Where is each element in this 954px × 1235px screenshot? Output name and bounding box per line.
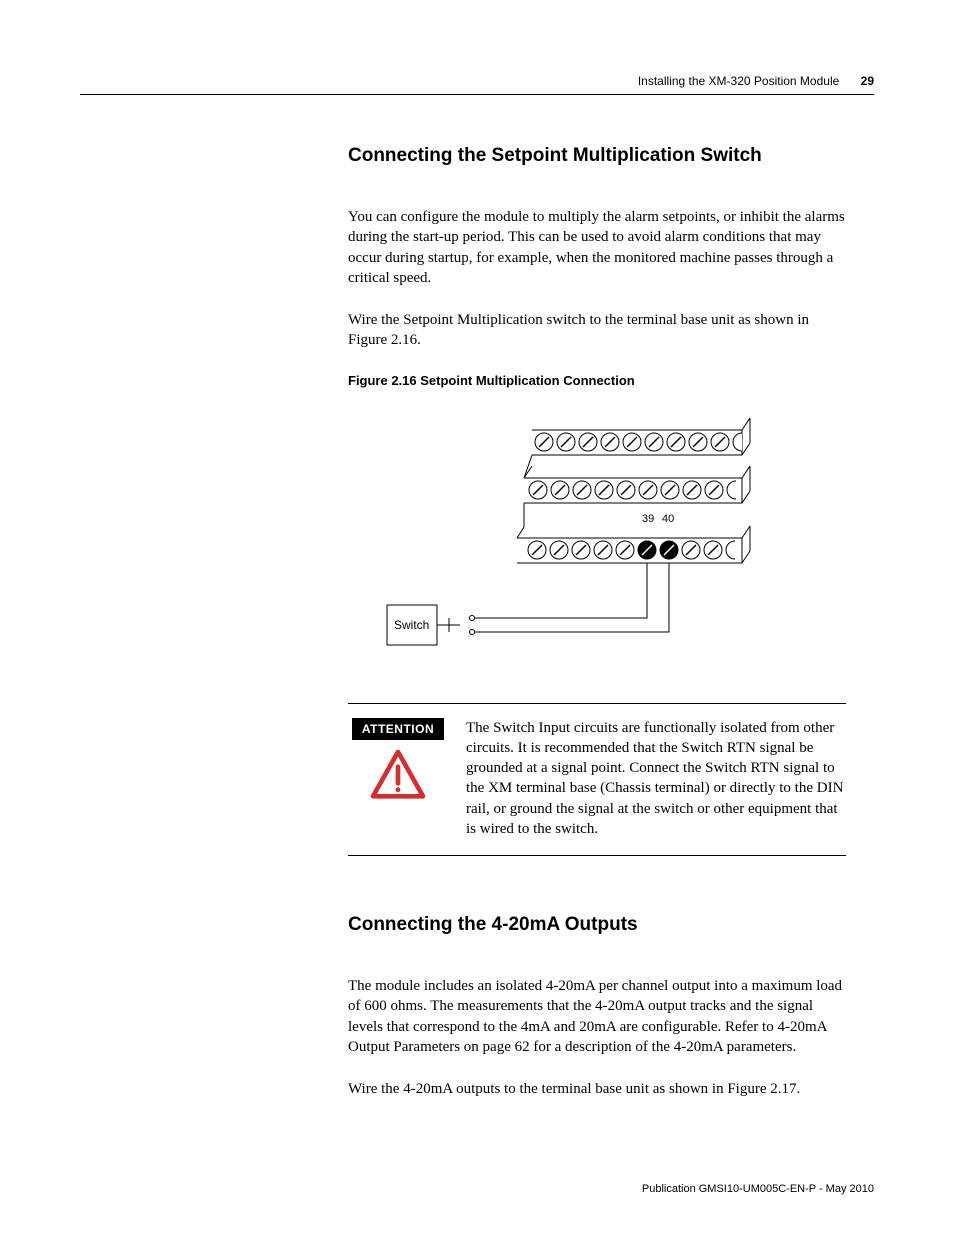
terminal-diagram: 39 40 Switch	[342, 400, 782, 660]
section1-para2: Wire the Setpoint Multiplication switch …	[348, 310, 846, 351]
warning-triangle-icon	[370, 750, 426, 800]
attention-text: The Switch Input circuits are functional…	[466, 718, 846, 840]
page-number: 29	[861, 74, 874, 88]
section2-para1: The module includes an isolated 4-20mA p…	[348, 976, 846, 1057]
terminal-label-39: 39	[642, 513, 654, 525]
footer: Publication GMSI10-UM005C-EN-P - May 201…	[642, 1183, 874, 1195]
figure-caption: Figure 2.16 Setpoint Multiplication Conn…	[348, 373, 846, 388]
terminal-row-3	[528, 541, 735, 559]
terminal-row-2	[529, 481, 736, 499]
section2-para2: Wire the 4-20mA outputs to the terminal …	[348, 1079, 846, 1099]
attention-badge: ATTENTION	[352, 718, 444, 740]
content-area: Connecting the Setpoint Multiplication S…	[348, 145, 846, 1099]
section1-heading: Connecting the Setpoint Multiplication S…	[348, 145, 846, 167]
attention-left: ATTENTION	[348, 718, 448, 800]
terminal-row-1	[535, 433, 742, 451]
section2-heading: Connecting the 4-20mA Outputs	[348, 914, 846, 936]
header-title: Installing the XM-320 Position Module	[638, 74, 839, 88]
page: Installing the XM-320 Position Module 29…	[0, 0, 954, 1235]
switch-label: Switch	[394, 618, 429, 632]
switch-symbol	[437, 615, 475, 634]
attention-block: ATTENTION The Switch Input circuits are …	[348, 703, 846, 857]
page-header: Installing the XM-320 Position Module 29	[80, 74, 874, 95]
section1-para1: You can configure the module to multiply…	[348, 207, 846, 288]
terminal-label-40: 40	[662, 513, 674, 525]
figure-diagram: 39 40 Switch	[342, 400, 840, 665]
